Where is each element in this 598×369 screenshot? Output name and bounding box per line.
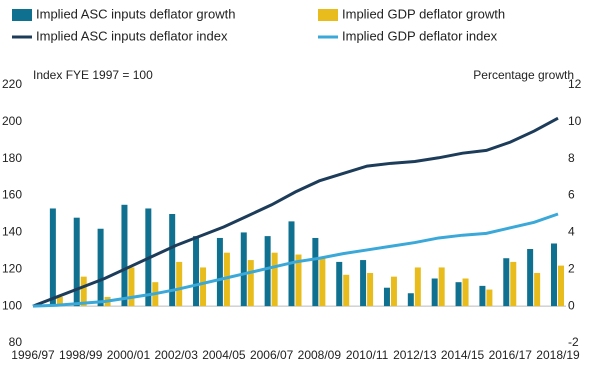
x-tick-label: 2014/15 [441,348,485,362]
bar [438,267,445,307]
x-tick-label: 2018/19 [536,348,580,362]
bar [486,289,493,307]
y-tick-label: 120 [2,261,22,275]
x-tick-label: 2004/05 [202,348,246,362]
x-tick-label: 1996/97 [11,348,55,362]
bar [407,293,414,307]
y2-tick-label: 8 [568,151,575,165]
y2-tick-label: 0 [568,298,575,312]
y-tick-label: 220 [2,77,22,91]
legend-label: Implied GDP deflator growth [342,6,505,21]
bar [414,267,421,307]
y-tick-label: 200 [2,114,22,128]
bar [462,278,469,307]
bar [527,249,534,307]
x-tick-label: 2010/11 [346,348,389,362]
y2-axis-title: Percentage growth [473,68,574,82]
x-tick-label: 2002/03 [154,348,198,362]
bar [240,232,247,307]
bar [390,276,397,307]
legend-swatch [318,9,338,21]
bar [176,261,183,307]
bar [367,272,374,307]
y2-tick-label: -2 [568,335,579,349]
bar [558,265,564,307]
bar [193,236,200,307]
bar [479,285,486,307]
bar [73,217,80,307]
x-tick-label: 2008/09 [298,348,342,362]
bar [503,258,510,307]
y2-tick-label: 2 [568,261,575,275]
x-tick-label: 2016/17 [489,348,533,362]
bar [312,237,319,307]
bar [343,274,350,307]
legend-label: Implied ASC inputs deflator index [36,28,228,43]
bar [80,276,87,307]
legend-swatch [12,9,32,21]
bar [56,296,63,307]
bar [336,261,343,307]
bar [455,282,462,307]
bar [216,237,223,307]
bar [510,261,517,307]
bar [431,278,438,307]
y2-tick-label: 6 [568,188,575,202]
line [32,116,559,308]
bar [383,287,390,307]
bar [534,272,541,307]
bar [97,228,104,307]
legend-label: Implied GDP deflator index [342,28,498,43]
y-tick-label: 140 [2,225,22,239]
y2-tick-label: 4 [568,225,575,239]
y2-tick-label: 10 [568,114,582,128]
bar [360,260,367,307]
line [32,212,559,308]
bar [295,254,302,307]
bar [49,208,56,307]
bar [200,267,207,307]
y2-tick-label: 12 [568,77,582,91]
bar [264,236,271,307]
bar [121,204,128,307]
x-tick-label: 1998/99 [59,348,103,362]
y-tick-label: 80 [9,335,23,349]
y-axis-title: Index FYE 1997 = 100 [33,68,153,82]
bar [128,267,135,307]
x-tick-label: 2000/01 [107,348,151,362]
bar [223,252,230,307]
y-tick-label: 160 [2,188,22,202]
bar [551,243,557,307]
bar [319,258,326,307]
x-tick-label: 2012/13 [393,348,437,362]
bar [271,252,278,307]
legend-label: Implied ASC inputs deflator growth [36,6,235,21]
x-tick-label: 2006/07 [250,348,294,362]
y-tick-label: 180 [2,151,22,165]
bar [247,260,254,307]
y-tick-label: 100 [2,298,22,312]
bar [169,214,176,307]
